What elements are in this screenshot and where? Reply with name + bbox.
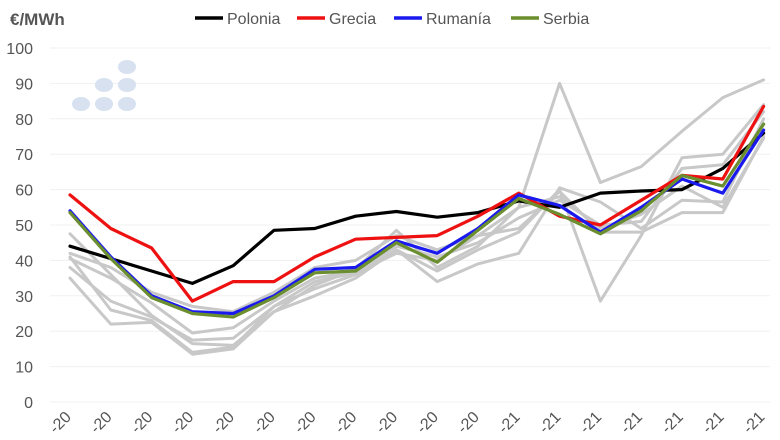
series-line-rumanía — [68, 128, 766, 316]
series-lines — [68, 78, 766, 356]
grid-lines — [50, 47, 770, 403]
x-tick-label: -21 — [699, 409, 727, 437]
legend-label: Serbia — [543, 11, 589, 28]
series-line-grecia — [68, 104, 766, 303]
series-line-polonia — [68, 131, 766, 285]
x-tick-label: -21 — [658, 409, 686, 437]
series-line-serbia — [68, 122, 766, 319]
y-tick-label: 50 — [15, 218, 33, 235]
x-tick-label: -20 — [332, 409, 360, 437]
legend-label: Rumanía — [426, 11, 491, 28]
x-axis-ticks: -20 -20 -20 -20 -20 -20 -20 -20 -20 -20 -20 -21 -21-… — [46, 409, 768, 437]
x-tick-label: -20 — [169, 409, 197, 437]
x-tick-label: -20 — [454, 409, 482, 437]
series-line-background — [68, 136, 766, 347]
y-tick-label: 90 — [15, 76, 33, 93]
y-tick-label: 80 — [15, 112, 33, 129]
x-tick-label: -20 — [291, 409, 319, 437]
y-tick-label: 10 — [15, 360, 33, 377]
y-tick-label: 100 — [6, 41, 33, 58]
y-tick-label: 70 — [15, 147, 33, 164]
y-tick-label: 0 — [24, 395, 33, 412]
x-tick-label: -20 — [87, 409, 115, 437]
legend-label: Polonia — [227, 11, 280, 28]
x-tick-label: -20 — [210, 409, 238, 437]
y-tick-label: 30 — [15, 289, 33, 306]
series-line-background — [68, 135, 766, 354]
x-tick-label: -21 — [740, 409, 768, 437]
x-tick-label: -21 — [536, 409, 564, 437]
x-tick-label: -20 — [46, 409, 74, 437]
legend-label: Grecia — [329, 11, 376, 28]
y-axis-label: €/MWh — [10, 10, 65, 29]
x-tick-label: -20 — [128, 409, 156, 437]
y-tick-label: 60 — [15, 183, 33, 200]
x-tick-label: -21 — [577, 409, 605, 437]
series-line-background — [68, 78, 766, 314]
x-tick-label: -20 — [250, 409, 278, 437]
legend: Polonia Grecia Rumanía Serbia — [195, 11, 589, 28]
x-tick-label: -21 — [495, 409, 523, 437]
logo-icon — [72, 60, 136, 111]
x-tick-label: -20 — [373, 409, 401, 437]
y-axis-ticks: 0 10 20 30 40 50 60 70 80 90 100 — [6, 41, 33, 412]
x-tick-label: -20 — [414, 409, 442, 437]
y-tick-label: 40 — [15, 253, 33, 270]
x-tick-label: -21 — [618, 409, 646, 437]
y-tick-label: 20 — [15, 324, 33, 341]
